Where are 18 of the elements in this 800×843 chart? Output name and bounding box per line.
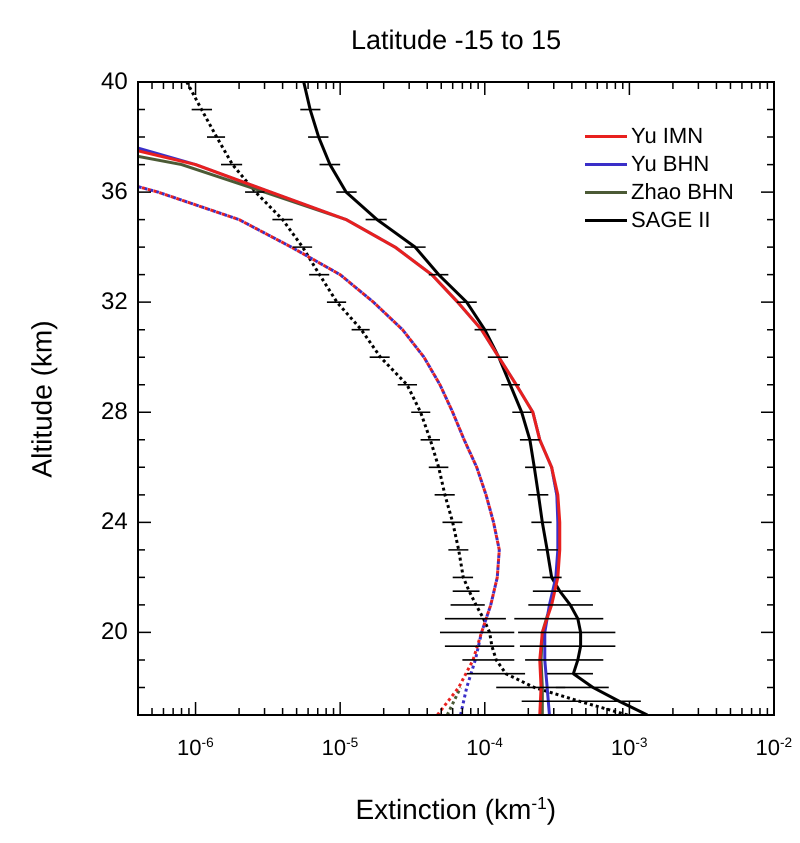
y-tick-label: 28 <box>101 398 128 426</box>
x-tick-label: 10$^{-6}$ <box>177 734 214 760</box>
chart-title: Latitude -15 to 15 <box>351 24 562 54</box>
y-tick-label: 32 <box>101 288 128 316</box>
y-axis-title: Altitude (km) <box>26 320 58 478</box>
x-tick-label: 10$^{-5}$ <box>322 734 358 760</box>
x-axis-title: Extinction (km$^{-1}$) <box>356 792 556 825</box>
x-tick-label: 10$^{-2}$ <box>756 734 792 760</box>
legend-label: Yu IMN <box>631 123 704 149</box>
x-tick-label: 10$^{-4}$ <box>466 734 503 760</box>
legend-label: Yu BHN <box>631 151 710 177</box>
y-tick-label: 20 <box>101 618 128 646</box>
y-tick-label: 40 <box>101 68 128 95</box>
legend-label: Zhao BHN <box>631 179 734 205</box>
x-tick-label: 10$^{-3}$ <box>610 734 648 760</box>
y-tick-label: 36 <box>101 178 128 206</box>
legend-label: SAGE II <box>631 207 710 233</box>
y-tick-label: 24 <box>101 508 128 536</box>
